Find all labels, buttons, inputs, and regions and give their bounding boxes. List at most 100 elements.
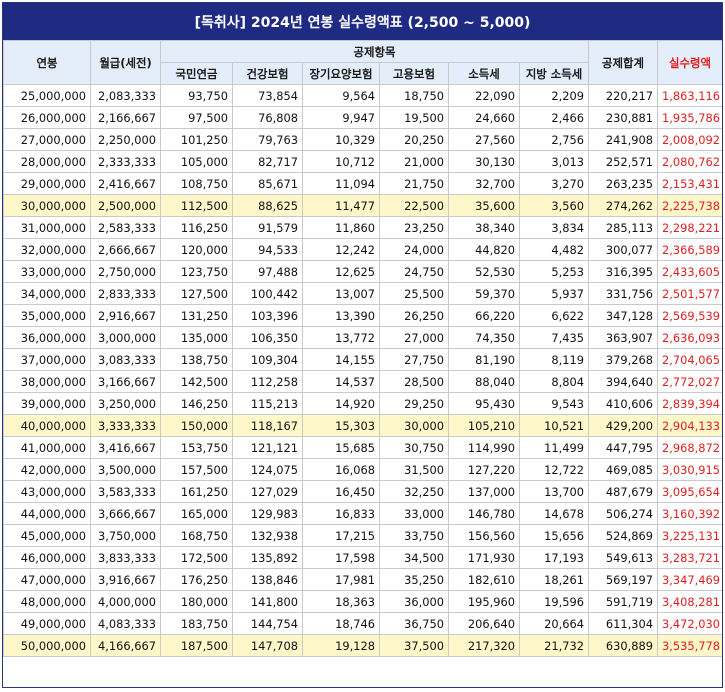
cell-income-tax: 35,600 bbox=[448, 194, 520, 217]
cell-employment-insurance: 28,500 bbox=[379, 370, 449, 393]
cell-income-tax: 74,350 bbox=[448, 326, 520, 349]
cell-health-insurance: 106,350 bbox=[232, 326, 303, 349]
cell-total-deduction: 429,200 bbox=[588, 414, 659, 437]
cell-local-income-tax: 8,119 bbox=[518, 348, 590, 371]
cell-national-pension: 123,750 bbox=[160, 260, 233, 283]
cell-monthly-pretax: 2,666,667 bbox=[90, 238, 161, 261]
cell-income-tax: 88,040 bbox=[448, 370, 520, 393]
cell-monthly-pretax: 2,500,000 bbox=[90, 194, 161, 217]
cell-annual-salary: 44,000,000 bbox=[3, 502, 91, 525]
cell-employment-insurance: 33,000 bbox=[379, 502, 449, 525]
table-row: 47,000,000 3,916,667 176,250 138,846 17,981 3… bbox=[3, 568, 722, 591]
cell-employment-insurance: 36,000 bbox=[379, 590, 449, 613]
header-total-deduction: 공제합계 bbox=[588, 40, 659, 85]
header-monthly-pretax: 월급(세전) bbox=[90, 40, 161, 85]
cell-annual-salary: 39,000,000 bbox=[3, 392, 91, 415]
cell-employment-insurance: 29,250 bbox=[379, 392, 449, 415]
cell-monthly-pretax: 3,500,000 bbox=[90, 458, 161, 481]
table-row: 43,000,000 3,583,333 161,250 127,029 16,450 3… bbox=[3, 480, 722, 503]
cell-income-tax: 114,990 bbox=[448, 436, 520, 459]
cell-health-insurance: 135,892 bbox=[232, 546, 303, 569]
cell-health-insurance: 88,625 bbox=[232, 194, 303, 217]
cell-national-pension: 165,000 bbox=[160, 502, 233, 525]
table-row: 49,000,000 4,083,333 183,750 144,754 18,746 3… bbox=[3, 612, 722, 635]
cell-local-income-tax: 3,834 bbox=[518, 216, 590, 239]
cell-monthly-pretax: 4,083,333 bbox=[90, 612, 161, 635]
header-net-pay: 실수령액 bbox=[657, 40, 722, 85]
cell-health-insurance: 112,258 bbox=[232, 370, 303, 393]
cell-local-income-tax: 19,596 bbox=[518, 590, 590, 613]
header-employment-insurance: 고용보험 bbox=[379, 62, 449, 85]
cell-local-income-tax: 5,937 bbox=[518, 282, 590, 305]
cell-total-deduction: 347,128 bbox=[588, 304, 659, 327]
cell-health-insurance: 138,846 bbox=[232, 568, 303, 591]
cell-income-tax: 146,780 bbox=[448, 502, 520, 525]
cell-net-pay: 3,408,281 bbox=[657, 590, 722, 613]
cell-annual-salary: 50,000,000 bbox=[3, 634, 91, 657]
cell-monthly-pretax: 2,250,000 bbox=[90, 128, 161, 151]
cell-annual-salary: 30,000,000 bbox=[3, 194, 91, 217]
cell-employment-insurance: 26,250 bbox=[379, 304, 449, 327]
cell-employment-insurance: 24,000 bbox=[379, 238, 449, 261]
cell-monthly-pretax: 3,000,000 bbox=[90, 326, 161, 349]
table-row: 26,000,000 2,166,667 97,500 76,808 9,947 19,5… bbox=[3, 106, 722, 129]
cell-national-pension: 135,000 bbox=[160, 326, 233, 349]
cell-total-deduction: 220,217 bbox=[588, 84, 659, 107]
cell-health-insurance: 124,075 bbox=[232, 458, 303, 481]
table-row: 38,000,000 3,166,667 142,500 112,258 14,537 2… bbox=[3, 370, 722, 393]
cell-income-tax: 156,560 bbox=[448, 524, 520, 547]
cell-monthly-pretax: 2,833,333 bbox=[90, 282, 161, 305]
header-national-pension: 국민연금 bbox=[160, 62, 233, 85]
cell-health-insurance: 132,938 bbox=[232, 524, 303, 547]
cell-income-tax: 27,560 bbox=[448, 128, 520, 151]
cell-national-pension: 161,250 bbox=[160, 480, 233, 503]
cell-local-income-tax: 5,253 bbox=[518, 260, 590, 283]
cell-income-tax: 105,210 bbox=[448, 414, 520, 437]
cell-net-pay: 2,904,133 bbox=[657, 414, 722, 437]
cell-national-pension: 120,000 bbox=[160, 238, 233, 261]
header-annual-salary: 연봉 bbox=[3, 40, 91, 85]
cell-employment-insurance: 22,500 bbox=[379, 194, 449, 217]
cell-long-term-care: 16,833 bbox=[302, 502, 380, 525]
header-long-term-care: 장기요양보험 bbox=[302, 62, 380, 85]
cell-income-tax: 195,960 bbox=[448, 590, 520, 613]
cell-annual-salary: 48,000,000 bbox=[3, 590, 91, 613]
cell-net-pay: 3,160,392 bbox=[657, 502, 722, 525]
cell-monthly-pretax: 3,250,000 bbox=[90, 392, 161, 415]
cell-total-deduction: 410,606 bbox=[588, 392, 659, 415]
cell-long-term-care: 11,094 bbox=[302, 172, 380, 195]
cell-annual-salary: 25,000,000 bbox=[3, 84, 91, 107]
table-row: 31,000,000 2,583,333 116,250 91,579 11,860 23… bbox=[3, 216, 722, 239]
cell-total-deduction: 379,268 bbox=[588, 348, 659, 371]
cell-monthly-pretax: 2,416,667 bbox=[90, 172, 161, 195]
cell-total-deduction: 630,889 bbox=[588, 634, 659, 657]
cell-employment-insurance: 33,750 bbox=[379, 524, 449, 547]
cell-net-pay: 3,535,778 bbox=[657, 634, 722, 657]
cell-long-term-care: 18,746 bbox=[302, 612, 380, 635]
header-income-tax: 소득세 bbox=[448, 62, 520, 85]
cell-long-term-care: 17,981 bbox=[302, 568, 380, 591]
cell-local-income-tax: 2,209 bbox=[518, 84, 590, 107]
cell-health-insurance: 109,304 bbox=[232, 348, 303, 371]
cell-income-tax: 217,320 bbox=[448, 634, 520, 657]
cell-annual-salary: 28,000,000 bbox=[3, 150, 91, 173]
cell-health-insurance: 100,442 bbox=[232, 282, 303, 305]
header-health-insurance: 건강보험 bbox=[232, 62, 303, 85]
cell-employment-insurance: 30,750 bbox=[379, 436, 449, 459]
cell-net-pay: 2,298,221 bbox=[657, 216, 722, 239]
cell-total-deduction: 394,640 bbox=[588, 370, 659, 393]
cell-monthly-pretax: 3,666,667 bbox=[90, 502, 161, 525]
header-local-income-tax: 지방 소득세 bbox=[518, 62, 590, 85]
cell-annual-salary: 46,000,000 bbox=[3, 546, 91, 569]
table-row: 35,000,000 2,916,667 131,250 103,396 13,390 2… bbox=[3, 304, 722, 327]
cell-health-insurance: 141,800 bbox=[232, 590, 303, 613]
cell-total-deduction: 591,719 bbox=[588, 590, 659, 613]
cell-long-term-care: 18,363 bbox=[302, 590, 380, 613]
cell-long-term-care: 16,068 bbox=[302, 458, 380, 481]
cell-local-income-tax: 4,482 bbox=[518, 238, 590, 261]
cell-monthly-pretax: 3,083,333 bbox=[90, 348, 161, 371]
cell-annual-salary: 49,000,000 bbox=[3, 612, 91, 635]
cell-net-pay: 2,839,394 bbox=[657, 392, 722, 415]
cell-local-income-tax: 2,756 bbox=[518, 128, 590, 151]
cell-annual-salary: 33,000,000 bbox=[3, 260, 91, 283]
